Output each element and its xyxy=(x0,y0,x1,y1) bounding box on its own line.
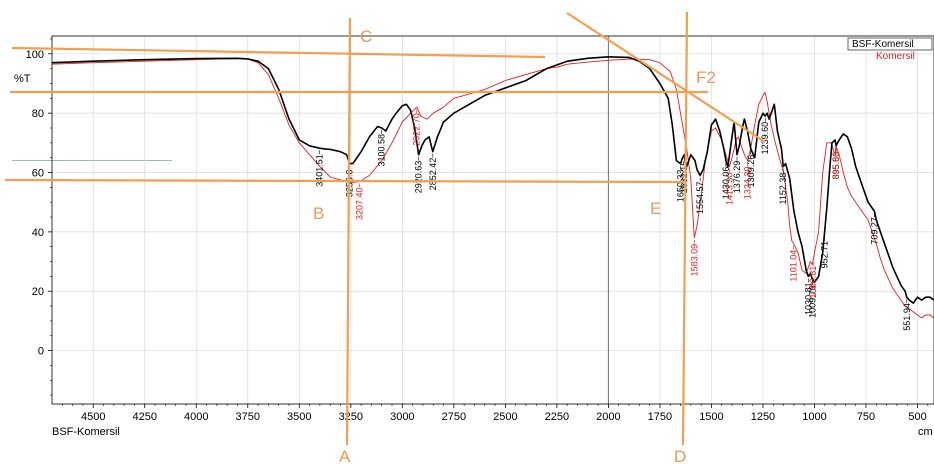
annotation-overlay: C F2 B E A D xyxy=(4,11,766,465)
x-tick-label: 750 xyxy=(857,411,875,423)
y-tick-label: 40 xyxy=(32,227,44,239)
peak-label: 1030.81 xyxy=(803,282,813,315)
annotation-line-top xyxy=(11,46,546,59)
peak-label: 2920.63 xyxy=(414,161,424,194)
peak-label: 1006.81 xyxy=(808,266,818,299)
x-tick-label: 4000 xyxy=(184,411,208,423)
peak-label: 3401.51 xyxy=(315,154,325,187)
peak-label: 895.66 xyxy=(831,152,841,180)
x-tick-label: 500 xyxy=(908,411,926,423)
peak-label: 1009.76 xyxy=(807,285,817,318)
peak-label: 1583.09 xyxy=(689,244,699,277)
y-tick-label: 0 xyxy=(38,346,44,358)
peak-label: 551.94 xyxy=(902,303,912,331)
axes: 100 80 60 40 20 0 4500 4250 4000 3750 3500 3250 3000… xyxy=(26,35,934,423)
spectrum-series xyxy=(51,55,934,319)
grid-lines xyxy=(12,36,934,404)
x-tick-label: 1500 xyxy=(699,411,723,423)
peak-label: 3100.58 xyxy=(377,134,387,167)
x-tick-label: 2250 xyxy=(545,411,569,423)
x-tick-label: 1000 xyxy=(802,411,826,423)
annotation-label-b: B xyxy=(313,204,324,223)
peak-label: 1101.04 xyxy=(789,250,799,282)
x-tick-label: 3000 xyxy=(390,411,414,423)
annotation-label-f2: F2 xyxy=(696,68,716,87)
axis-labels: %T cm BSF-Komersil xyxy=(14,73,933,438)
legend-entry-komersil: Komersil xyxy=(876,51,915,62)
y-tick-label: 20 xyxy=(32,286,44,298)
annotation-label-e: E xyxy=(650,199,661,218)
x-tick-label: 4500 xyxy=(81,411,105,423)
x-tick-label: 3500 xyxy=(287,411,311,423)
y-tick-label: 60 xyxy=(32,168,44,180)
y-axis-unit-label: %T xyxy=(14,73,31,85)
peak-label: 2922.70 xyxy=(412,113,422,146)
x-axis-unit-label: cm xyxy=(918,426,933,438)
peak-label: 1554.57 xyxy=(695,181,705,214)
annotation-label-a: A xyxy=(339,447,351,465)
x-tick-label: 3250 xyxy=(339,411,363,423)
x-tick-label: 2750 xyxy=(442,411,466,423)
peak-labels: 3401.513256.03207.403100.582920.632852.4… xyxy=(315,109,912,331)
annotation-line-diagonal xyxy=(566,12,766,143)
peak-label: 3207.40 xyxy=(355,187,365,220)
x-tick-label: 4250 xyxy=(132,411,156,423)
peak-label: 1376.29 xyxy=(732,161,742,194)
x-tick-label: 3750 xyxy=(236,411,260,423)
legend: BSF-Komersil Komersil xyxy=(847,37,933,62)
peak-label: 1239.60 xyxy=(760,122,770,155)
annotation-line-a xyxy=(345,17,352,446)
annotation-line-d xyxy=(681,11,689,446)
peak-label: 1632.15 xyxy=(679,161,689,194)
peak-label: 1152.38 xyxy=(778,173,788,205)
x-tick-label: 1250 xyxy=(751,411,775,423)
peak-label: 2852.42 xyxy=(428,158,438,191)
x-tick-label: 1750 xyxy=(648,411,672,423)
x-tick-label: 2500 xyxy=(493,411,517,423)
annotation-label-d: D xyxy=(674,447,686,465)
x-tick-label: 2000 xyxy=(596,411,620,423)
sample-name-label: BSF-Komersil xyxy=(52,426,120,438)
peak-label: 895.86 xyxy=(831,152,841,180)
series-line-bsf-komersil xyxy=(51,55,934,304)
annotation-line-e xyxy=(4,178,685,184)
peak-label: 952.71 xyxy=(819,241,829,269)
legend-entry-bsf: BSF-Komersil xyxy=(852,39,914,50)
peak-label: 709.27 xyxy=(869,217,879,245)
y-tick-label: 100 xyxy=(26,49,44,61)
plot-frame xyxy=(51,35,934,405)
peak-label: 1650.33 xyxy=(676,170,686,203)
peak-label: 1413.30 xyxy=(724,173,734,206)
peak-label: 1324.30 xyxy=(743,167,753,200)
legend-box xyxy=(847,37,933,51)
peak-label: 1309.26 xyxy=(746,155,756,188)
annotation-label-c: C xyxy=(360,27,372,46)
peak-label: 1430.06 xyxy=(721,167,731,200)
y-tick-label: 80 xyxy=(32,108,44,120)
series-line-komersil xyxy=(51,58,934,319)
